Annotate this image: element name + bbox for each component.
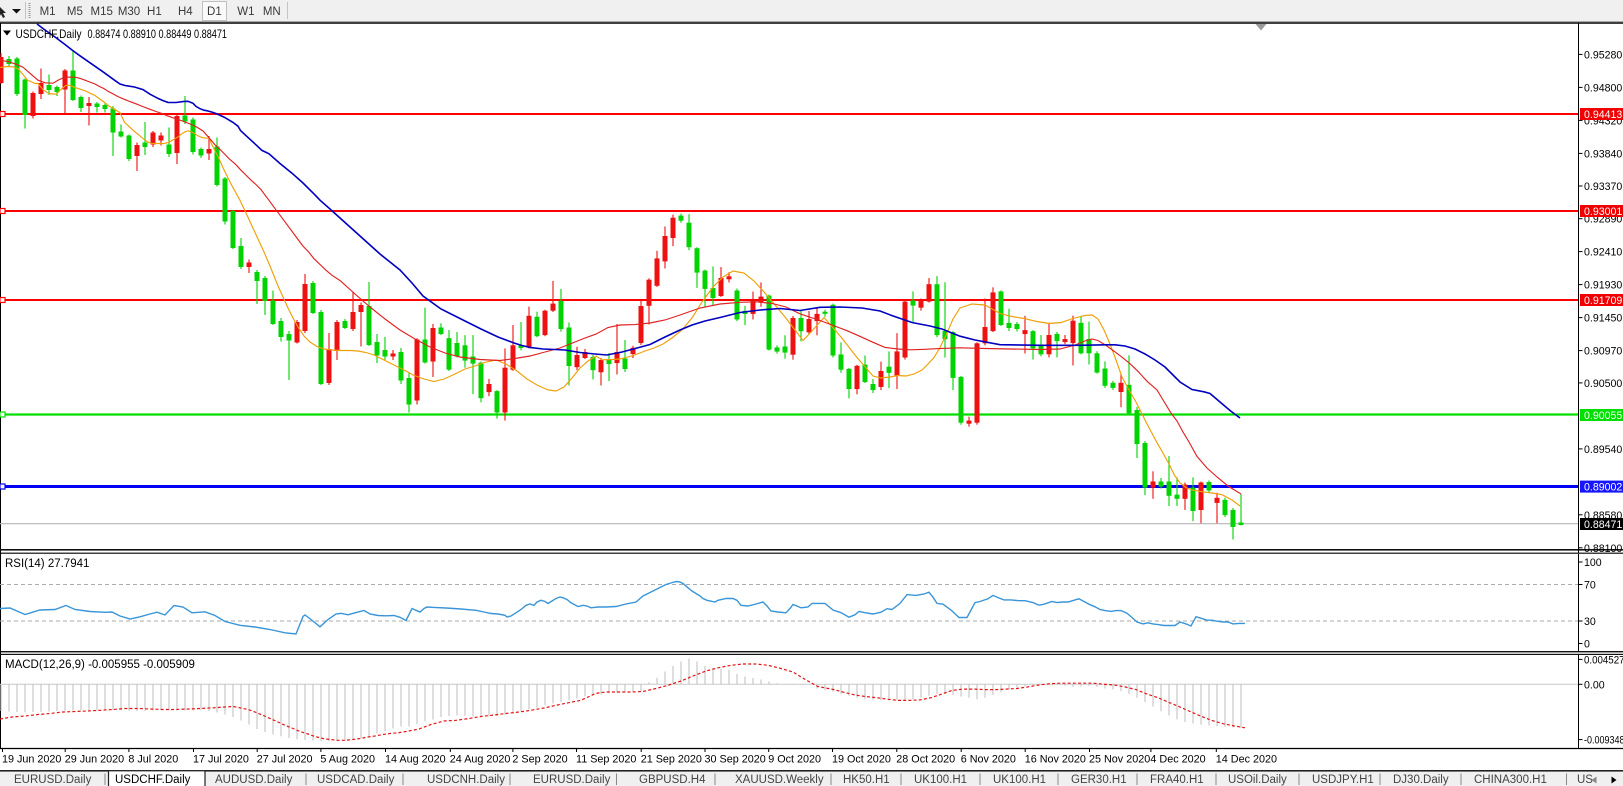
svg-text:30: 30 [1584,616,1596,628]
svg-text:8 Jul 2020: 8 Jul 2020 [128,754,178,766]
svg-text:0.88100: 0.88100 [1584,543,1622,555]
svg-text:D1: D1 [207,6,222,18]
svg-text:-0.009348: -0.009348 [1584,735,1623,747]
svg-text:W1: W1 [237,6,254,18]
svg-text:USDCHF,Daily: USDCHF,Daily [16,27,82,41]
svg-text:XAUUSD.Weekly: XAUUSD.Weekly [735,774,824,786]
svg-text:US: US [1577,774,1593,786]
svg-text:100: 100 [1584,557,1602,569]
svg-text:0.90055: 0.90055 [1584,410,1622,422]
svg-text:USOil.Daily: USOil.Daily [1228,774,1287,786]
svg-text:21 Sep 2020: 21 Sep 2020 [641,754,702,766]
svg-text:25 Nov 2020: 25 Nov 2020 [1089,754,1150,766]
svg-text:0.93840: 0.93840 [1584,148,1622,160]
svg-text:0.90970: 0.90970 [1584,346,1622,358]
svg-text:EURUSD.Daily: EURUSD.Daily [14,774,92,786]
svg-text:H1: H1 [147,6,162,18]
svg-text:0.91930: 0.91930 [1584,280,1622,292]
svg-text:0.89540: 0.89540 [1584,444,1622,456]
svg-text:0.00: 0.00 [1584,679,1605,691]
svg-text:17 Jul 2020: 17 Jul 2020 [193,754,249,766]
svg-text:USDJPY.H1: USDJPY.H1 [1312,774,1374,786]
svg-text:UK100.H1: UK100.H1 [914,774,967,786]
svg-text:AUDUSD.Daily: AUDUSD.Daily [215,774,293,786]
svg-text:MACD(12,26,9) -0.005955 -0.005: MACD(12,26,9) -0.005955 -0.005909 [5,659,195,671]
svg-text:DJ30.Daily: DJ30.Daily [1393,774,1449,786]
svg-text:0: 0 [1584,639,1590,651]
svg-text:29 Jun 2020: 29 Jun 2020 [65,754,124,766]
svg-text:M30: M30 [118,6,140,18]
svg-text:0.94413: 0.94413 [1584,109,1622,121]
svg-text:11 Sep 2020: 11 Sep 2020 [576,754,636,766]
svg-text:0.91450: 0.91450 [1584,313,1622,325]
svg-text:0.93001: 0.93001 [1584,206,1622,218]
svg-text:19 Oct 2020: 19 Oct 2020 [832,754,891,766]
svg-text:M1: M1 [40,6,56,18]
svg-text:USDCNH.Daily: USDCNH.Daily [427,774,505,786]
svg-text:4 Dec 2020: 4 Dec 2020 [1150,754,1205,766]
svg-text:MN: MN [263,6,281,18]
svg-text:19 Jun 2020: 19 Jun 2020 [2,754,61,766]
svg-text:RSI(14) 27.7941: RSI(14) 27.7941 [5,558,89,570]
svg-text:9 Oct 2020: 9 Oct 2020 [768,754,821,766]
svg-text:M15: M15 [91,6,113,18]
svg-text:USDCAD.Daily: USDCAD.Daily [317,774,395,786]
svg-text:EURUSD.Daily: EURUSD.Daily [533,774,611,786]
svg-text:2 Sep 2020: 2 Sep 2020 [512,754,567,766]
svg-text:0.92410: 0.92410 [1584,247,1622,259]
svg-text:14 Aug 2020: 14 Aug 2020 [385,754,446,766]
svg-text:0.95280: 0.95280 [1584,49,1622,61]
svg-text:0.90500: 0.90500 [1584,378,1622,390]
svg-text:USDCHF.Daily: USDCHF.Daily [115,774,191,786]
svg-text:FRA40.H1: FRA40.H1 [1150,774,1204,786]
svg-text:0.93370: 0.93370 [1584,181,1622,193]
svg-text:GER30.H1: GER30.H1 [1071,774,1127,786]
svg-text:HK50.H1: HK50.H1 [843,774,890,786]
svg-text:UK100.H1: UK100.H1 [993,774,1046,786]
svg-text:M5: M5 [67,6,83,18]
svg-text:30 Sep 2020: 30 Sep 2020 [705,754,766,766]
svg-text:6 Nov 2020: 6 Nov 2020 [961,754,1016,766]
svg-text:14 Dec 2020: 14 Dec 2020 [1216,754,1277,766]
svg-text:24 Aug 2020: 24 Aug 2020 [450,754,511,766]
svg-text:28 Oct 2020: 28 Oct 2020 [896,754,955,766]
svg-text:5 Aug 2020: 5 Aug 2020 [320,754,375,766]
svg-text:0.88471: 0.88471 [1584,519,1622,531]
svg-text:0.89002: 0.89002 [1584,482,1622,494]
svg-text:0.94800: 0.94800 [1584,82,1622,94]
svg-text:27 Jul 2020: 27 Jul 2020 [257,754,313,766]
svg-text:0.91709: 0.91709 [1584,295,1622,307]
svg-text:0.004527: 0.004527 [1584,654,1623,666]
svg-text:CHINA300.H1: CHINA300.H1 [1474,774,1547,786]
svg-text:GBPUSD.H4: GBPUSD.H4 [639,774,706,786]
svg-text:16 Nov 2020: 16 Nov 2020 [1025,754,1086,766]
svg-text:H4: H4 [178,6,193,18]
svg-text:70: 70 [1584,580,1596,592]
svg-text:0.88474 0.88910 0.88449 0.8847: 0.88474 0.88910 0.88449 0.88471 [88,27,228,41]
